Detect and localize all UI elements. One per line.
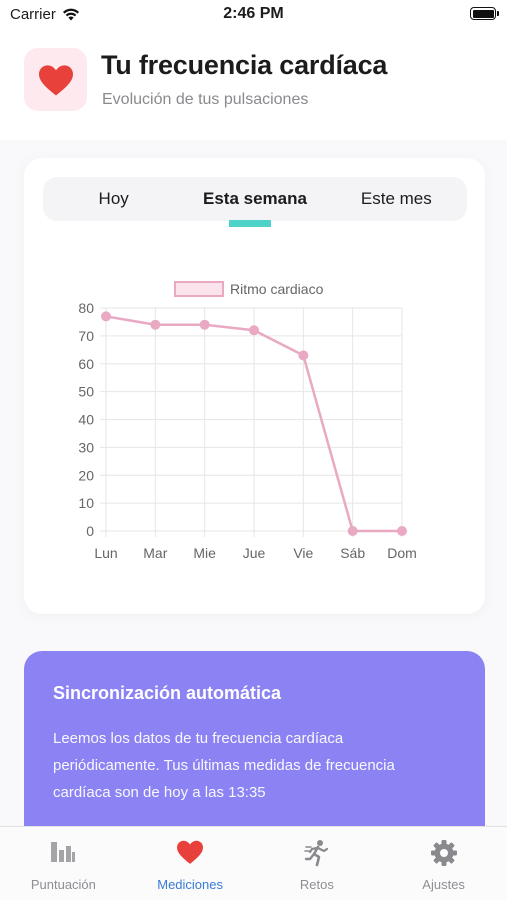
gear-icon <box>430 840 457 866</box>
sync-title: Sincronización automática <box>53 683 282 703</box>
x-tick-label: Dom <box>387 545 417 561</box>
heart-rate-chart: 0 10 20 30 40 50 60 70 80 Lun Mar Mie Jue Vie Sáb Dom Ri… <box>78 281 417 561</box>
tab-bar: Puntuación Mediciones Retos <box>0 826 507 900</box>
bar-chart-icon <box>51 842 76 862</box>
tab-puntuacion[interactable]: Puntuación <box>0 827 127 900</box>
y-tick-label: 20 <box>78 467 94 483</box>
wifi-icon <box>62 8 79 21</box>
x-tick-label: Mie <box>193 545 216 561</box>
data-point <box>347 526 358 536</box>
data-point <box>298 350 309 361</box>
y-tick-label: 0 <box>86 523 94 539</box>
heart-icon <box>177 840 204 864</box>
tab-label: Puntuación <box>30 877 96 892</box>
data-point <box>249 325 259 336</box>
page-subtitle: Evolución de tus pulsaciones <box>102 91 309 108</box>
status-time: 2:46 PM <box>223 5 284 22</box>
period-selector: Hoy Esta semana Este mes <box>43 177 467 221</box>
tab-label: Ajustes <box>422 877 465 892</box>
page-header: Tu frecuencia cardíaca Evolución de tus … <box>0 30 507 140</box>
segment-this-week[interactable]: Esta semana <box>203 189 307 208</box>
y-tick-label: 30 <box>78 439 94 455</box>
y-tick-label: 40 <box>78 412 94 428</box>
data-point <box>101 311 111 322</box>
heart-badge <box>24 48 87 111</box>
status-bar: Carrier 2:46 PM <box>0 0 507 30</box>
battery-icon <box>470 7 499 20</box>
heart-rate-card: Hoy Esta semana Este mes 0 10 20 30 40 50 60 70… <box>24 158 485 614</box>
y-tick-label: 70 <box>78 328 94 344</box>
carrier-label: Carrier <box>10 6 56 23</box>
x-tick-label: Sáb <box>340 545 365 561</box>
legend-swatch <box>174 281 224 297</box>
tab-retos[interactable]: Retos <box>254 827 381 900</box>
y-tick-label: 10 <box>78 495 94 511</box>
x-tick-label: Vie <box>293 545 313 561</box>
data-point <box>199 319 210 330</box>
sync-description: Leemos los datos de tu frecuencia cardía… <box>53 730 395 801</box>
tab-ajustes[interactable]: Ajustes <box>380 827 507 900</box>
tab-label: Mediciones <box>157 877 223 892</box>
segment-this-month[interactable]: Este mes <box>360 189 432 208</box>
y-tick-label: 80 <box>78 300 94 316</box>
x-tick-label: Mar <box>143 545 167 561</box>
runner-icon <box>304 840 328 867</box>
data-point <box>150 319 161 330</box>
y-tick-label: 50 <box>78 384 94 400</box>
heart-icon <box>38 64 73 95</box>
segment-today[interactable]: Hoy <box>98 189 129 208</box>
x-tick-label: Jue <box>243 545 266 561</box>
legend-label: Ritmo cardiaco <box>230 281 324 297</box>
page-title: Tu frecuencia cardíaca <box>101 50 388 80</box>
y-tick-label: 60 <box>78 356 94 372</box>
tab-label: Retos <box>299 877 334 892</box>
carrier-info: Carrier <box>10 6 80 23</box>
x-tick-label: Lun <box>94 545 117 561</box>
data-point <box>397 526 407 536</box>
tab-mediciones[interactable]: Mediciones <box>127 827 254 900</box>
segment-indicator <box>229 220 271 227</box>
